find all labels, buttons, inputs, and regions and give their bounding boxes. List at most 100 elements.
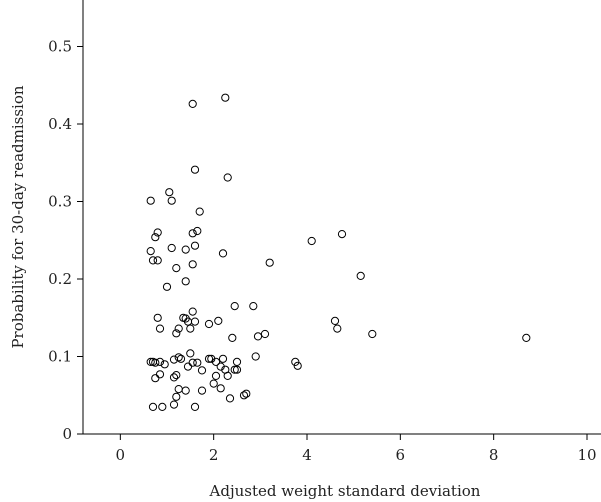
y-tick-label: 0.2 [48, 270, 72, 288]
data-point [172, 329, 181, 338]
x-tick-label: 8 [489, 446, 499, 464]
data-point [158, 402, 167, 411]
data-point [216, 384, 225, 393]
data-point [211, 371, 221, 380]
data-point [162, 282, 172, 291]
data-point [242, 389, 251, 398]
data-point [195, 207, 204, 216]
x-axis-title: Adjusted weight standard deviation [209, 482, 481, 500]
data-point [230, 302, 239, 311]
y-tick-label: 0 [62, 425, 72, 443]
data-point [172, 392, 181, 401]
y-tick-label: 0.3 [48, 193, 72, 211]
data-point [151, 374, 160, 383]
data-points [146, 93, 531, 411]
data-point [155, 357, 165, 366]
data-point [153, 256, 162, 265]
data-point [174, 324, 183, 333]
data-point [368, 329, 377, 339]
data-point [148, 256, 158, 265]
data-point [148, 402, 158, 411]
data-point [223, 173, 232, 182]
data-point [209, 379, 218, 388]
data-point [307, 236, 316, 246]
data-point [221, 93, 230, 102]
data-point [253, 332, 263, 341]
data-point [190, 317, 200, 326]
data-point [174, 353, 183, 362]
data-point [522, 333, 531, 342]
data-point [293, 361, 302, 370]
data-point [146, 196, 155, 205]
data-point [181, 277, 190, 286]
data-point [160, 360, 169, 369]
data-point [260, 329, 270, 339]
data-point [188, 229, 197, 238]
data-point [214, 316, 223, 325]
data-point [193, 226, 202, 236]
data-point [356, 271, 365, 280]
data-point [230, 365, 239, 374]
data-point [333, 324, 342, 333]
data-point [172, 371, 181, 380]
data-point [223, 371, 232, 380]
data-point [197, 366, 207, 375]
data-point [204, 354, 214, 363]
data-point [146, 247, 155, 256]
x-tick-label: 10 [577, 446, 596, 464]
data-point [155, 370, 165, 379]
data-point [193, 358, 202, 367]
data-point [232, 365, 242, 374]
x-tick-label: 4 [302, 446, 312, 464]
data-point [190, 165, 200, 174]
y-tick-label: 0.4 [48, 115, 72, 133]
data-point [188, 260, 197, 269]
y-axis-ticks: 0 0.1 0.2 0.3 0.4 0.5 [48, 38, 83, 443]
data-point [165, 188, 174, 197]
y-axis-title: Probability for 30-day readmission [9, 85, 27, 348]
data-point [174, 385, 183, 394]
data-point [330, 316, 340, 325]
data-point [204, 319, 214, 329]
data-point [186, 324, 195, 333]
data-point [190, 402, 200, 411]
data-point [169, 373, 179, 382]
data-point [239, 391, 249, 400]
data-point [197, 386, 207, 395]
x-tick-label: 6 [396, 446, 406, 464]
chart-axes [82, 0, 601, 435]
data-point [183, 362, 193, 371]
data-point [225, 394, 235, 403]
data-point [186, 349, 195, 358]
data-point [207, 354, 216, 363]
x-tick-label: 2 [209, 446, 219, 464]
y-tick-label: 0.5 [48, 38, 72, 56]
data-point [172, 264, 181, 273]
data-point [190, 241, 200, 250]
data-point [169, 400, 179, 409]
data-point [337, 230, 347, 239]
data-point [232, 357, 242, 366]
data-point [265, 258, 274, 267]
data-point [146, 357, 155, 366]
y-tick-label: 0.1 [48, 348, 72, 366]
data-point [155, 324, 165, 333]
data-point [153, 313, 162, 322]
x-axis-ticks: 0 2 4 6 8 10 [116, 434, 597, 464]
x-tick-label: 0 [116, 446, 126, 464]
data-point [167, 196, 176, 205]
data-point [167, 243, 176, 253]
data-point [251, 352, 260, 361]
data-point [188, 307, 197, 316]
data-point [151, 233, 160, 242]
data-point [169, 355, 179, 364]
data-point [218, 354, 228, 363]
data-point [188, 99, 197, 109]
data-point [228, 333, 237, 342]
data-point [181, 245, 190, 254]
data-point [249, 302, 258, 311]
data-point [153, 228, 162, 237]
data-point [181, 386, 190, 395]
data-point [218, 249, 228, 258]
